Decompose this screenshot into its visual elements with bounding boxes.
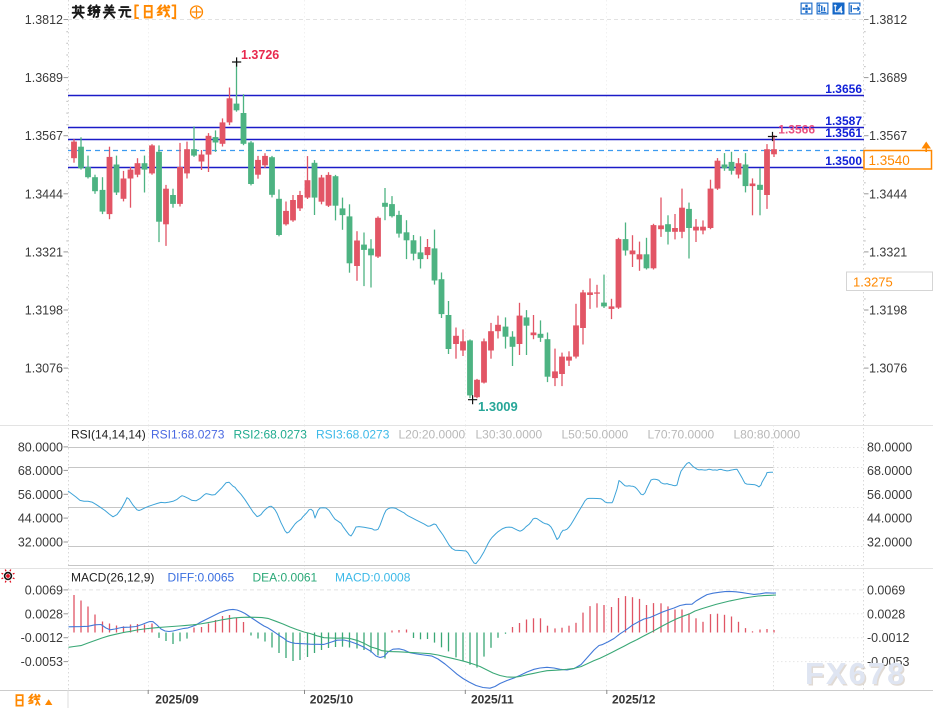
svg-text:1.3321: 1.3321 [869,245,907,259]
svg-text:2025/09: 2025/09 [155,693,199,707]
svg-text:FX678: FX678 [807,658,908,693]
svg-text:68.0000: 68.0000 [867,464,912,478]
svg-text:-0.0012: -0.0012 [867,631,909,645]
svg-text:1.3689: 1.3689 [869,71,907,85]
svg-text:L50:50.0000: L50:50.0000 [562,428,629,442]
svg-text:44.0000: 44.0000 [867,512,912,526]
svg-text:1.3009: 1.3009 [478,399,518,414]
svg-text:1.3275: 1.3275 [853,275,893,290]
svg-text:1.3076: 1.3076 [869,362,907,376]
svg-text:80.0000: 80.0000 [18,440,63,454]
svg-text:1.3812: 1.3812 [25,13,63,27]
svg-text:44.0000: 44.0000 [18,512,63,526]
svg-text:56.0000: 56.0000 [18,488,63,502]
svg-text:FX678: FX678 [805,656,906,691]
svg-text:32.0000: 32.0000 [18,536,63,550]
svg-text:0.0069: 0.0069 [867,583,905,597]
svg-text:56.0000: 56.0000 [867,488,912,502]
svg-text:1.3561: 1.3561 [825,126,862,140]
svg-text:1.3076: 1.3076 [25,362,63,376]
svg-text:2025/12: 2025/12 [612,693,656,707]
svg-text:0.0069: 0.0069 [25,583,63,597]
svg-text:-0.0053: -0.0053 [867,655,909,669]
svg-text:0.0028: 0.0028 [25,607,63,621]
svg-text:DIFF:0.0065: DIFF:0.0065 [168,571,235,585]
svg-text:32.0000: 32.0000 [867,536,912,550]
svg-text:1.3689: 1.3689 [25,71,63,85]
svg-text:1.3566: 1.3566 [778,123,815,137]
svg-text:1.3444: 1.3444 [869,187,907,201]
svg-text:-0.0053: -0.0053 [21,655,63,669]
svg-text:1.3540: 1.3540 [869,153,910,168]
svg-text:1.3587: 1.3587 [825,114,862,128]
svg-text:1.3656: 1.3656 [825,82,862,96]
svg-text:-0.0012: -0.0012 [21,631,63,645]
svg-text:2025/10: 2025/10 [310,693,354,707]
svg-text:RSI(14,14,14): RSI(14,14,14) [71,428,146,442]
svg-text:RSI3:68.0273: RSI3:68.0273 [316,428,390,442]
svg-text:L80:80.0000: L80:80.0000 [734,428,801,442]
svg-text:MACD:0.0008: MACD:0.0008 [335,571,411,585]
svg-text:1.3567: 1.3567 [25,129,63,143]
svg-text:1.3198: 1.3198 [25,304,63,318]
svg-text:1.3321: 1.3321 [25,245,63,259]
svg-text:MACD(26,12,9): MACD(26,12,9) [71,571,154,585]
svg-text:2025/11: 2025/11 [471,693,514,707]
svg-text:1.3444: 1.3444 [25,187,63,201]
svg-text:RSI2:68.0273: RSI2:68.0273 [234,428,308,442]
svg-text:68.0000: 68.0000 [18,464,63,478]
svg-text:RSI1:68.0273: RSI1:68.0273 [151,428,225,442]
svg-text:1.3812: 1.3812 [869,13,907,27]
svg-text:L70:70.0000: L70:70.0000 [648,428,715,442]
svg-text:1.3198: 1.3198 [869,304,907,318]
svg-text:L30:30.0000: L30:30.0000 [476,428,543,442]
svg-text:80.0000: 80.0000 [867,440,912,454]
svg-text:L20:20.0000: L20:20.0000 [399,428,466,442]
svg-text:0.0028: 0.0028 [867,607,905,621]
svg-text:1.3500: 1.3500 [825,154,862,168]
svg-text:DEA:0.0061: DEA:0.0061 [253,571,318,585]
svg-text:1.3567: 1.3567 [869,129,907,143]
svg-text:1.3726: 1.3726 [241,48,279,62]
